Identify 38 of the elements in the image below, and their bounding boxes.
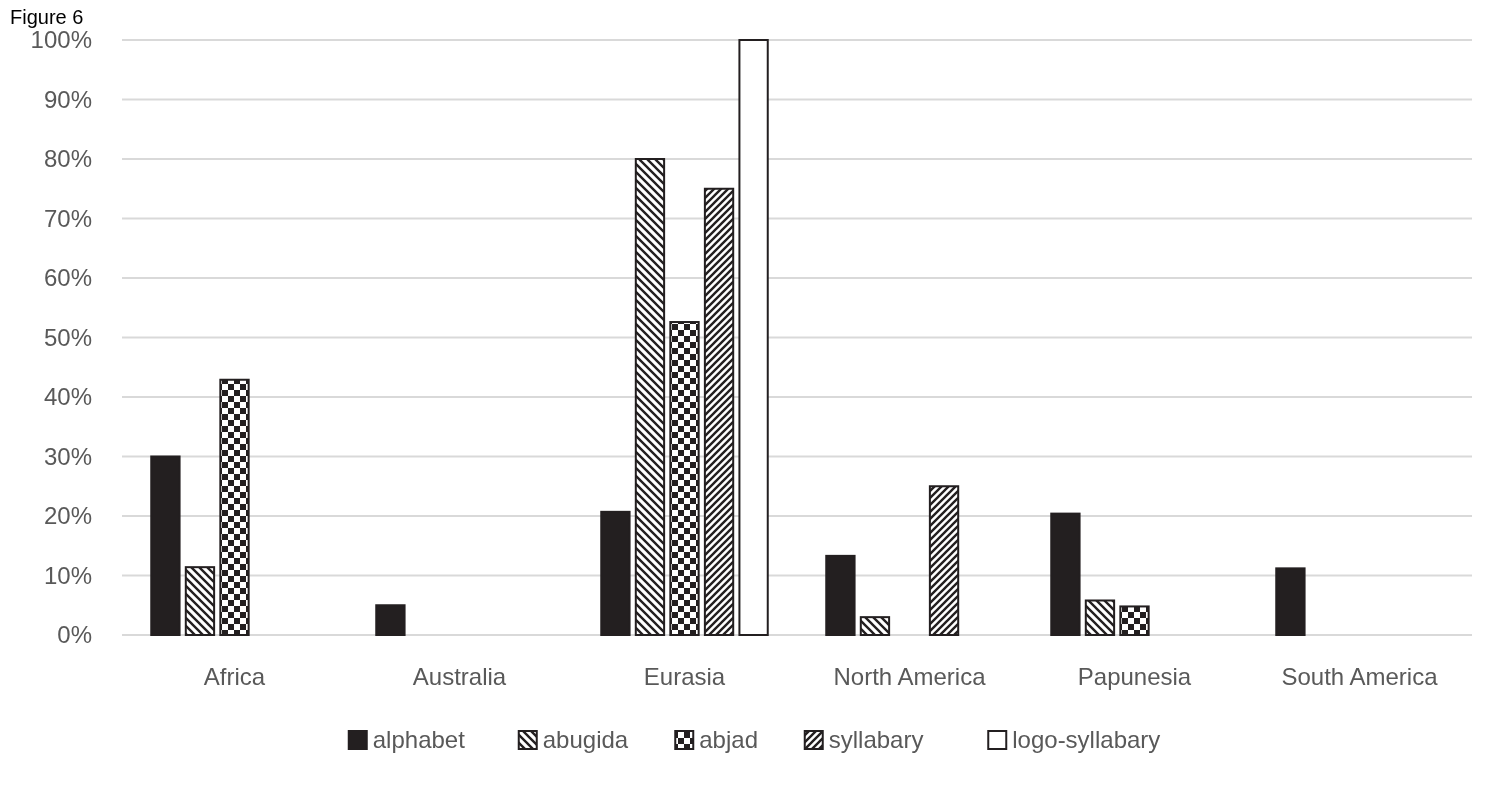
x-tick-label: Eurasia: [643, 663, 726, 690]
legend-label: abjad: [699, 726, 758, 754]
bar: [1050, 512, 1081, 636]
bar: [825, 554, 856, 636]
x-tick-label: Papunesia: [1077, 663, 1192, 690]
bar: [1119, 605, 1150, 636]
bar: [1275, 567, 1306, 636]
bar: [375, 604, 406, 636]
legend-label: abugida: [542, 726, 629, 754]
bar: [859, 616, 891, 636]
legend-label: syllabary: [828, 726, 924, 754]
y-tick-label: 0%: [57, 621, 92, 649]
bar: [634, 158, 666, 636]
bar: [703, 187, 735, 636]
y-tick-label: 80%: [43, 145, 92, 173]
x-tick-label: South America: [1281, 663, 1439, 690]
y-tick-label: 50%: [43, 323, 92, 351]
x-tick-label: Africa: [203, 663, 266, 690]
bar: [219, 378, 250, 636]
y-tick-label: 10%: [43, 561, 92, 589]
bar: [600, 510, 631, 636]
y-tick-label: 30%: [43, 442, 92, 470]
bar: [184, 566, 216, 636]
y-tick-label: 20%: [43, 502, 92, 530]
y-tick-label: 40%: [43, 383, 92, 411]
x-tick-label: North America: [833, 663, 987, 690]
y-tick-label: 60%: [43, 264, 92, 292]
chart-title: Figure 6: [10, 6, 84, 28]
bar: [150, 455, 181, 636]
legend-label: alphabet: [372, 726, 466, 754]
y-tick-label: 90%: [43, 85, 92, 113]
bar: [1084, 599, 1116, 636]
y-tick-label: 70%: [43, 204, 92, 232]
bar: [669, 321, 700, 636]
bar: [928, 485, 960, 636]
bar: [738, 39, 769, 636]
x-tick-label: Australia: [412, 663, 507, 690]
legend-label: logo-syllabary: [1012, 726, 1161, 754]
